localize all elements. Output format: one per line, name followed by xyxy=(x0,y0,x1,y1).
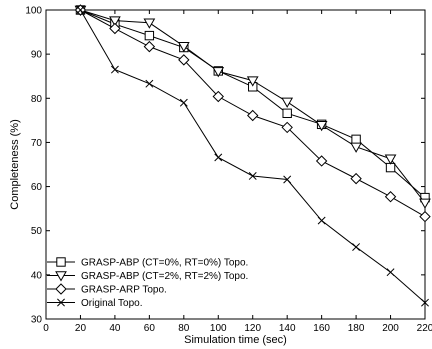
data-point-x xyxy=(145,79,154,88)
y-tick-label: 40 xyxy=(31,270,43,281)
legend-entry: Original Topo. xyxy=(47,298,143,309)
data-point-triangle-down xyxy=(281,97,294,108)
x-tick-label: 60 xyxy=(144,323,156,334)
data-point-diamond xyxy=(419,210,431,223)
x-axis-title: Simulation time (sec) xyxy=(184,334,287,346)
data-point-square xyxy=(144,30,155,41)
legend-label: GRASP-ARP Topo. xyxy=(81,285,167,296)
x-tick-label: 120 xyxy=(244,323,261,334)
y-tick-label: 100 xyxy=(25,6,42,17)
series-layer xyxy=(74,4,431,307)
data-point-x xyxy=(179,98,188,107)
data-point-diamond xyxy=(315,155,328,167)
legend-label: GRASP-ABP (CT=2%, RT=2%) Topo. xyxy=(81,271,248,282)
data-point-x xyxy=(421,298,429,307)
x-tick-label: 80 xyxy=(178,323,190,334)
legend-marker xyxy=(55,283,67,295)
data-point-triangle-down xyxy=(419,198,431,209)
data-point-x xyxy=(283,175,292,184)
data-point-triangle-down xyxy=(143,18,156,29)
data-point-diamond xyxy=(212,90,224,103)
data-point-x xyxy=(352,243,361,252)
data-point-diamond xyxy=(384,191,397,203)
y-tick-label: 60 xyxy=(31,182,43,193)
series-4 xyxy=(76,6,429,307)
y-tick-label: 80 xyxy=(31,94,43,105)
data-point-diamond xyxy=(350,172,362,185)
data-point-x xyxy=(76,6,85,14)
legend-label: GRASP-ABP (CT=0%, RT=0%) Topo. xyxy=(81,258,248,269)
data-point-triangle-down xyxy=(315,120,328,132)
data-point-triangle-down xyxy=(177,41,190,53)
x-tick-label: 140 xyxy=(279,323,296,334)
legend-label: Original Topo. xyxy=(81,298,143,309)
plot-area xyxy=(45,9,426,320)
x-tick-label: 200 xyxy=(382,323,399,334)
x-tick-label: 40 xyxy=(109,323,121,334)
legend-marker xyxy=(55,271,67,282)
series-1 xyxy=(75,5,430,203)
data-point-diamond xyxy=(247,109,259,122)
data-point-x xyxy=(386,268,395,277)
data-point-triangle-down xyxy=(350,142,362,153)
x-tick-label: 220 xyxy=(417,323,432,334)
x-tick-label: 100 xyxy=(210,323,227,334)
data-point-square xyxy=(351,134,361,145)
legend-entry: GRASP-ABP (CT=2%, RT=2%) Topo. xyxy=(47,271,248,282)
legend-marker xyxy=(56,257,66,267)
y-tick-label: 50 xyxy=(31,226,43,237)
y-axis-title: Completeness (%) xyxy=(9,119,21,209)
data-point-triangle-down xyxy=(384,154,397,165)
data-point-x xyxy=(248,172,257,180)
axis-ticks: 0 20 40 60 80 100 120 140 160 180 200 220 30 40 50 60 70… xyxy=(25,6,432,335)
data-point-x xyxy=(110,65,119,74)
legend-marker xyxy=(57,298,65,307)
legend: GRASP-ABP (CT=0%, RT=0%) Topo. GRASP-ABP … xyxy=(47,257,248,309)
data-point-triangle-down xyxy=(212,67,225,78)
legend-entry: GRASP-ABP (CT=0%, RT=0%) Topo. xyxy=(47,257,248,269)
series-2 xyxy=(74,5,431,209)
x-tick-label: 20 xyxy=(75,323,87,334)
x-tick-label: 160 xyxy=(313,323,330,334)
data-point-square xyxy=(282,108,292,118)
data-point-x xyxy=(317,216,326,225)
data-point-triangle-down xyxy=(109,16,121,27)
y-tick-label: 30 xyxy=(31,315,43,326)
legend-entry: GRASP-ARP Topo. xyxy=(47,283,167,296)
data-point-diamond xyxy=(281,121,293,134)
data-point-diamond xyxy=(178,54,190,66)
series-line xyxy=(80,9,426,204)
series-3 xyxy=(74,4,431,223)
data-point-diamond xyxy=(143,40,156,53)
data-point-x xyxy=(214,153,223,162)
y-tick-label: 70 xyxy=(31,138,43,149)
y-tick-label: 90 xyxy=(31,50,43,61)
x-tick-label: 180 xyxy=(348,323,365,334)
data-point-diamond xyxy=(109,22,121,35)
data-point-triangle-down xyxy=(246,76,259,87)
x-tick-label: 0 xyxy=(43,323,49,334)
